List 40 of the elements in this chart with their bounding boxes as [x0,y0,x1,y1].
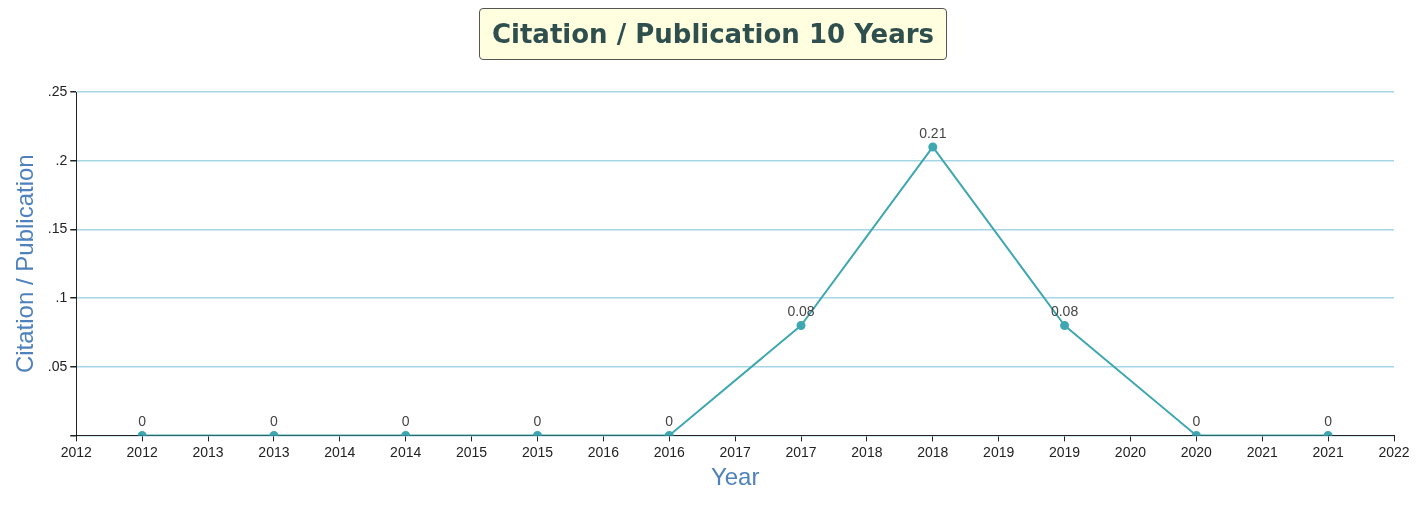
x-tick-label: 2020 [1180,443,1213,460]
point [796,321,806,331]
x-tick-label: 2014 [390,443,422,460]
y-tick-label: .1 [55,288,68,305]
data-label: 0 [270,413,279,430]
data-label: 0 [1324,413,1333,430]
x-tick-label: 2021 [1246,443,1279,460]
y-axis-title: Citation / Publication [11,154,39,374]
data-label: 0 [138,413,147,430]
x-tick-label: 2018 [851,443,883,460]
x-tick-label: 2016 [587,443,620,460]
data-label: 0 [533,413,542,430]
x-tick-label: 2017 [719,443,751,460]
y-tick-label: .2 [55,151,68,168]
x-tick-label: 2017 [785,443,817,460]
x-tick-label: 2022 [1378,443,1410,460]
point [1060,321,1070,331]
x-axis-title: Year [710,463,760,491]
x-tick-label: 2013 [192,443,224,460]
x-tick-label: 2015 [456,443,488,460]
x-tick-label: 2021 [1312,443,1344,460]
x-tick-label: 2015 [521,443,554,460]
point [928,142,938,152]
data-label: 0.21 [919,124,947,141]
x-tick-label: 2012 [60,443,93,460]
x-tick-label: 2016 [653,443,686,460]
data-label: 0 [665,413,674,430]
x-tick-label: 2020 [1114,443,1147,460]
y-tick-label: .15 [47,220,68,237]
data-label: 0 [1192,413,1201,430]
y-tick-label: .05 [47,357,68,374]
x-tick-label: 2014 [324,443,356,460]
x-tick-label: 2012 [126,443,158,460]
x-tick-label: 2019 [983,443,1015,460]
data-label: 0 [401,413,410,430]
y-tick-label: .25 [47,82,68,99]
x-tick-label: 2013 [258,443,290,460]
x-tick-label: 2019 [1048,443,1081,460]
chart-title: Citation / Publication 10 Years [478,8,948,60]
x-tick-label: 2018 [917,443,949,460]
